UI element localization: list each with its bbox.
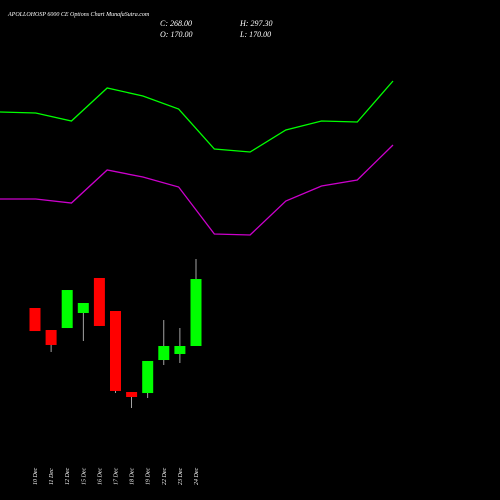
candle-body xyxy=(158,346,170,361)
x-tick-label: 16 Dec xyxy=(97,468,103,485)
candle-body xyxy=(61,290,73,329)
candle-body xyxy=(29,307,41,332)
candle-body xyxy=(45,330,57,345)
x-tick-label: 18 Dec xyxy=(130,468,136,485)
candle-body xyxy=(126,392,138,397)
candle-body xyxy=(142,360,154,394)
info-high: H: 297.30 xyxy=(239,19,272,28)
indicator-line xyxy=(0,80,394,153)
info-low: L: 170.00 xyxy=(239,30,271,39)
x-tick-label: 22 Dec xyxy=(162,468,168,485)
info-close: C: 268.00 xyxy=(160,19,192,28)
x-tick-label: 10 Dec xyxy=(33,468,39,485)
candle-body xyxy=(190,279,202,347)
candle-body xyxy=(174,346,186,355)
x-tick-label: 24 Dec xyxy=(193,468,200,485)
x-tick-label: 23 Dec xyxy=(178,468,184,485)
x-tick-label: 15 Dec xyxy=(81,468,87,485)
candle-body xyxy=(77,303,89,313)
chart-title: APOLLOHOSP 6000 CE Options Chart MunafaS… xyxy=(7,11,150,18)
x-tick-label: 17 Dec xyxy=(114,468,120,485)
x-tick-label: 12 Dec xyxy=(65,468,71,485)
candle-body xyxy=(93,277,105,326)
candle-body xyxy=(110,311,121,391)
x-tick-label: 11 Dec xyxy=(49,468,55,485)
info-open: O: 170.00 xyxy=(160,30,192,39)
indicator-line xyxy=(0,144,394,236)
x-tick-label: 19 Dec xyxy=(146,468,152,485)
